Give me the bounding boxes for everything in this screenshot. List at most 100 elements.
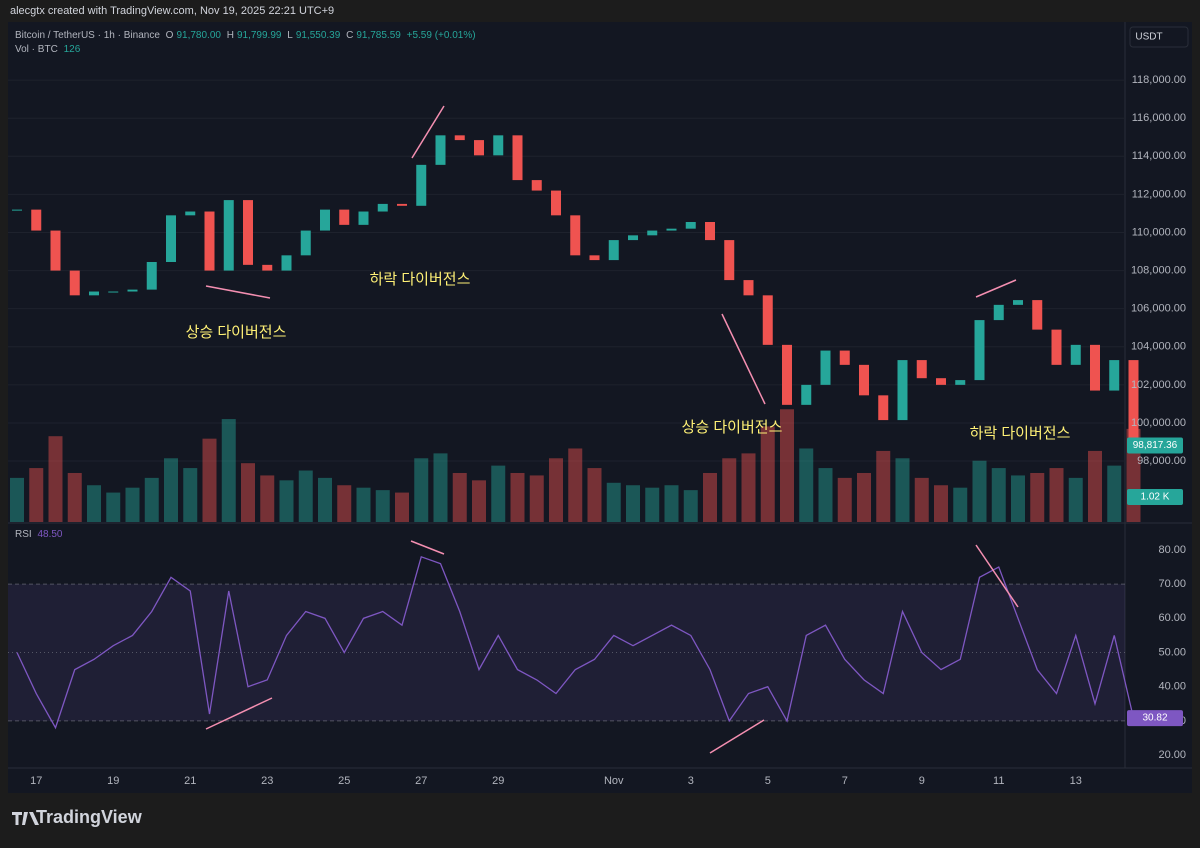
volume-bar (626, 485, 640, 522)
y-tick-label: 98,000.00 (1137, 455, 1186, 467)
volume-bar (1030, 472, 1045, 522)
symbol: Bitcoin / TetherUS · 1h · Binance (15, 30, 160, 41)
candle-body (512, 135, 523, 181)
volume-bar (106, 492, 121, 522)
volume-bar (1049, 468, 1064, 522)
volume-bar (645, 487, 660, 522)
rsi-value: 48.50 (37, 529, 63, 540)
rsi-legend: RSI 48.50 (15, 529, 65, 540)
candle-body (859, 364, 869, 396)
volume-bar (241, 463, 255, 522)
candle-body (531, 180, 542, 191)
rsi-tick-label: 20.00 (1158, 749, 1186, 761)
volume-bar (375, 490, 390, 522)
volume-bar (972, 460, 987, 522)
volume-bar (914, 477, 929, 522)
trend-lines (205, 105, 1019, 754)
last-price: 98,817.36 (1133, 440, 1178, 451)
y-tick-label: 108,000.00 (1131, 264, 1186, 276)
candle-body (300, 230, 311, 256)
candle-body (223, 200, 234, 271)
candle-body (474, 140, 484, 156)
volume-bar (799, 448, 814, 522)
candle-body (377, 203, 388, 212)
y-tick-label: 110,000.00 (1132, 226, 1186, 238)
candle-body (1128, 360, 1139, 446)
x-tick-label: 17 (30, 775, 42, 787)
candle-body (185, 211, 196, 216)
candle-body (31, 209, 42, 231)
volume-label: Vol · BTC (15, 44, 58, 55)
candle-body (1070, 344, 1081, 365)
candle-body (916, 360, 927, 379)
candle-body (281, 255, 292, 271)
candle-body (69, 270, 80, 296)
candle-body (454, 135, 465, 141)
volume-bar (298, 470, 313, 522)
volume-bar (549, 458, 563, 522)
x-tick-label: 27 (415, 775, 427, 787)
volume-bar (452, 472, 467, 522)
volume-bar (125, 487, 140, 522)
volume-bar (318, 477, 332, 522)
annotation: 하락 다이버전스 (370, 271, 471, 288)
volume-bar (433, 453, 448, 522)
candle-body (50, 230, 61, 271)
x-tick-label: 23 (261, 775, 273, 787)
volume-bar (1088, 450, 1102, 522)
volume-bar (722, 458, 737, 522)
volume-bar (48, 436, 63, 522)
change: +5.59 (+0.01%) (406, 30, 476, 41)
volume-bar (1107, 465, 1122, 522)
candle-body (108, 291, 119, 293)
candle-body (1109, 360, 1120, 391)
rsi-band (8, 584, 1125, 721)
currency-box[interactable] (1129, 26, 1189, 48)
candle-body (1013, 300, 1023, 305)
volume-bar (260, 475, 275, 522)
candle-body (762, 295, 773, 345)
y-tick-label: 100,000.00 (1131, 417, 1186, 429)
candle-body (628, 235, 638, 241)
volume-bar (395, 492, 409, 522)
rsi-line (16, 555, 1135, 730)
volume-bar (529, 475, 544, 522)
volume-bar (10, 477, 24, 522)
ohlc-value: 91,780.00 (176, 30, 221, 41)
candle-body (647, 230, 658, 236)
volume-bar (337, 485, 352, 522)
volume-bar (934, 485, 948, 522)
candle-body (397, 203, 407, 206)
candle-body (320, 209, 330, 231)
volume-bar (491, 465, 506, 522)
currency[interactable]: USDT (1135, 32, 1162, 43)
candle-body (416, 164, 427, 206)
rsi-tick-label: 60.00 (1158, 612, 1186, 624)
candle-body (820, 350, 831, 385)
y-tick-label: 106,000.00 (1131, 303, 1186, 315)
annotation: 상승 다이버전스 (682, 419, 783, 436)
volume-bar (568, 448, 583, 522)
candle-body (839, 350, 850, 365)
x-tick-label: 25 (338, 775, 350, 787)
y-tick-label: 102,000.00 (1131, 379, 1186, 391)
ohlc-value: 91,550.39 (295, 30, 341, 41)
y-tick-label: 112,000.00 (1132, 188, 1186, 200)
rsi-last-box (1127, 710, 1183, 727)
ohlc-value: 91,785.59 (356, 30, 401, 41)
candle-body (243, 200, 253, 265)
volume-bar (837, 477, 852, 522)
volume-bar (87, 485, 101, 522)
candle-body (1032, 300, 1043, 330)
volume-bar (857, 472, 871, 522)
volume-bar (1068, 477, 1083, 522)
rsi-last: 30.82 (1142, 713, 1167, 724)
volume-bar (67, 472, 82, 522)
volume-bar (741, 453, 756, 522)
volume-value: 126 (63, 44, 81, 55)
candle-body (1090, 344, 1100, 391)
x-tick-label: 9 (919, 775, 925, 787)
last-volume-box (1127, 489, 1183, 505)
